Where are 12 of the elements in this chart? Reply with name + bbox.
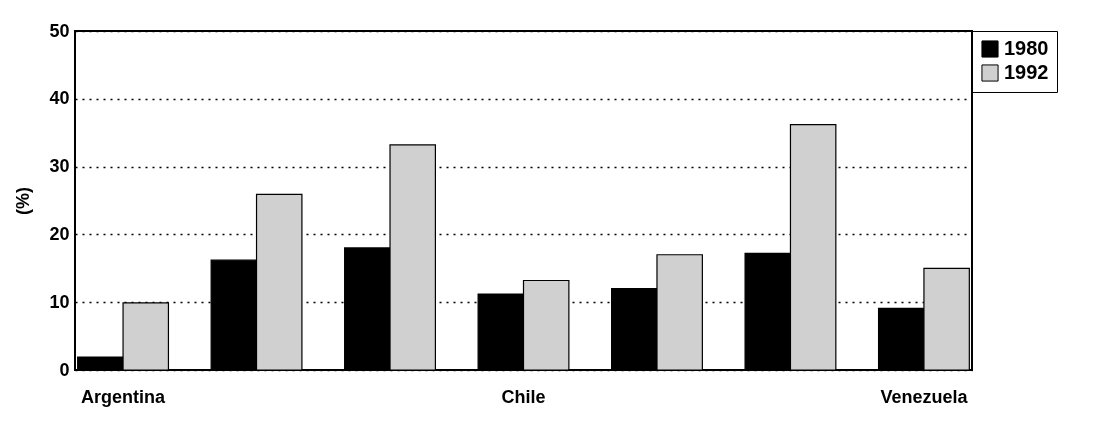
y-tick-label: 40	[49, 88, 70, 109]
y-axis-title: (%)	[13, 187, 34, 215]
y-tick-label: 10	[49, 291, 70, 312]
y-tick-label: 0	[59, 359, 70, 380]
y-tick-label: 20	[49, 223, 70, 244]
legend-label: 1980	[1004, 37, 1049, 59]
x-tick-label: Chile	[501, 386, 546, 407]
x-tick-label: Argentina	[81, 386, 167, 407]
y-tick-label: 50	[49, 20, 70, 41]
x-tick-label: Venezuela	[880, 386, 969, 407]
legend-label: 1992	[1004, 61, 1049, 83]
y-tick-label: 30	[49, 156, 70, 177]
